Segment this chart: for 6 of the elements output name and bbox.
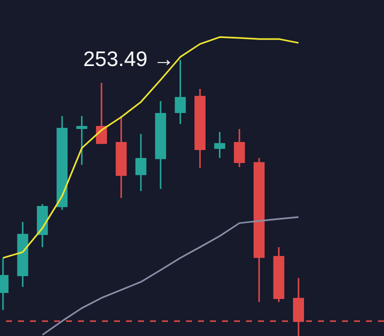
annotation: 253.49 →	[83, 48, 174, 71]
candlestick	[234, 128, 245, 168]
candlestick	[214, 131, 226, 159]
candlestick	[76, 115, 88, 166]
candlestick	[174, 59, 186, 125]
candlestick	[135, 133, 146, 192]
